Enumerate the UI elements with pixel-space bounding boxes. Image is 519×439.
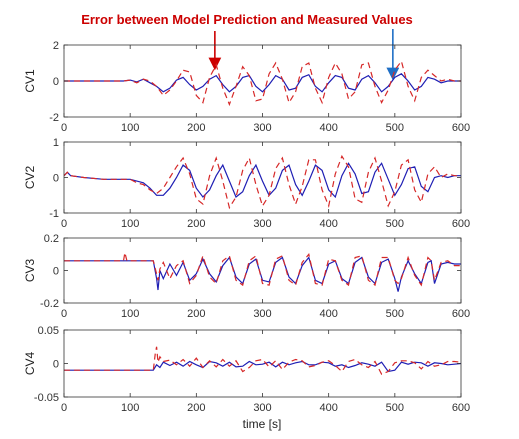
x-tick-label: 400 [319,402,337,414]
x-axis-label: time [s] [243,417,282,431]
x-tick-label: 100 [121,308,139,320]
x-tick-label: 200 [187,402,205,414]
y-tick-label: 0.2 [44,233,59,245]
x-tick-label: 100 [121,122,139,134]
plot-frame [63,237,462,304]
y-tick-label: 0 [53,359,59,371]
y-tick-label: 0 [53,266,59,278]
x-tick-label: 600 [452,218,470,230]
y-tick-label: -0.2 [40,298,59,310]
x-tick-label: 0 [61,122,67,134]
plot-frame [63,141,462,214]
x-tick-label: 400 [319,308,337,320]
cv4-series-dashed-line [64,346,461,375]
y-tick-label: 2 [53,40,59,52]
y-tick-label: -1 [49,208,59,220]
x-tick-label: 300 [253,122,271,134]
annotation-text: Error between Model Prediction and Measu… [81,12,413,27]
y-axis-label: CV4 [23,352,37,376]
y-tick-label: -2 [49,112,59,124]
x-tick-label: 100 [121,218,139,230]
y-tick-label: 0 [53,173,59,185]
x-tick-label: 0 [61,402,67,414]
cv2-series-solid-line [64,162,461,199]
x-tick-label: 500 [386,122,404,134]
cv2-series-dashed-line [64,154,461,210]
x-tick-label: 100 [121,402,139,414]
cv3-series-solid-line [64,256,461,292]
x-tick-label: 500 [386,218,404,230]
y-axis-label: CV3 [23,259,37,283]
y-tick-label: 0.05 [38,325,59,337]
annotation-arrows [208,29,400,81]
x-tick-label: 0 [61,308,67,320]
x-tick-label: 600 [452,402,470,414]
x-tick-label: 200 [187,122,205,134]
x-tick-label: 600 [452,308,470,320]
y-axis-label: CV1 [23,69,37,93]
cv4-series-solid-line [64,360,461,373]
x-tick-label: 500 [386,308,404,320]
x-tick-label: 300 [253,402,271,414]
x-tick-label: 0 [61,218,67,230]
x-tick-label: 300 [253,218,271,230]
cv3-series-dashed-line [64,252,461,287]
cv1-series-solid-line [64,73,461,93]
x-tick-label: 600 [452,122,470,134]
x-tick-label: 400 [319,122,337,134]
x-tick-label: 200 [187,218,205,230]
y-axis-label: CV2 [23,166,37,190]
cv1-series-dashed-line [64,59,461,107]
y-tick-label: -0.05 [34,392,59,404]
x-tick-label: 500 [386,402,404,414]
x-tick-label: 400 [319,218,337,230]
x-tick-label: 200 [187,308,205,320]
y-tick-label: 0 [53,76,59,88]
y-tick-label: 1 [53,137,59,149]
x-tick-label: 300 [253,308,271,320]
plot-frame [63,329,462,398]
